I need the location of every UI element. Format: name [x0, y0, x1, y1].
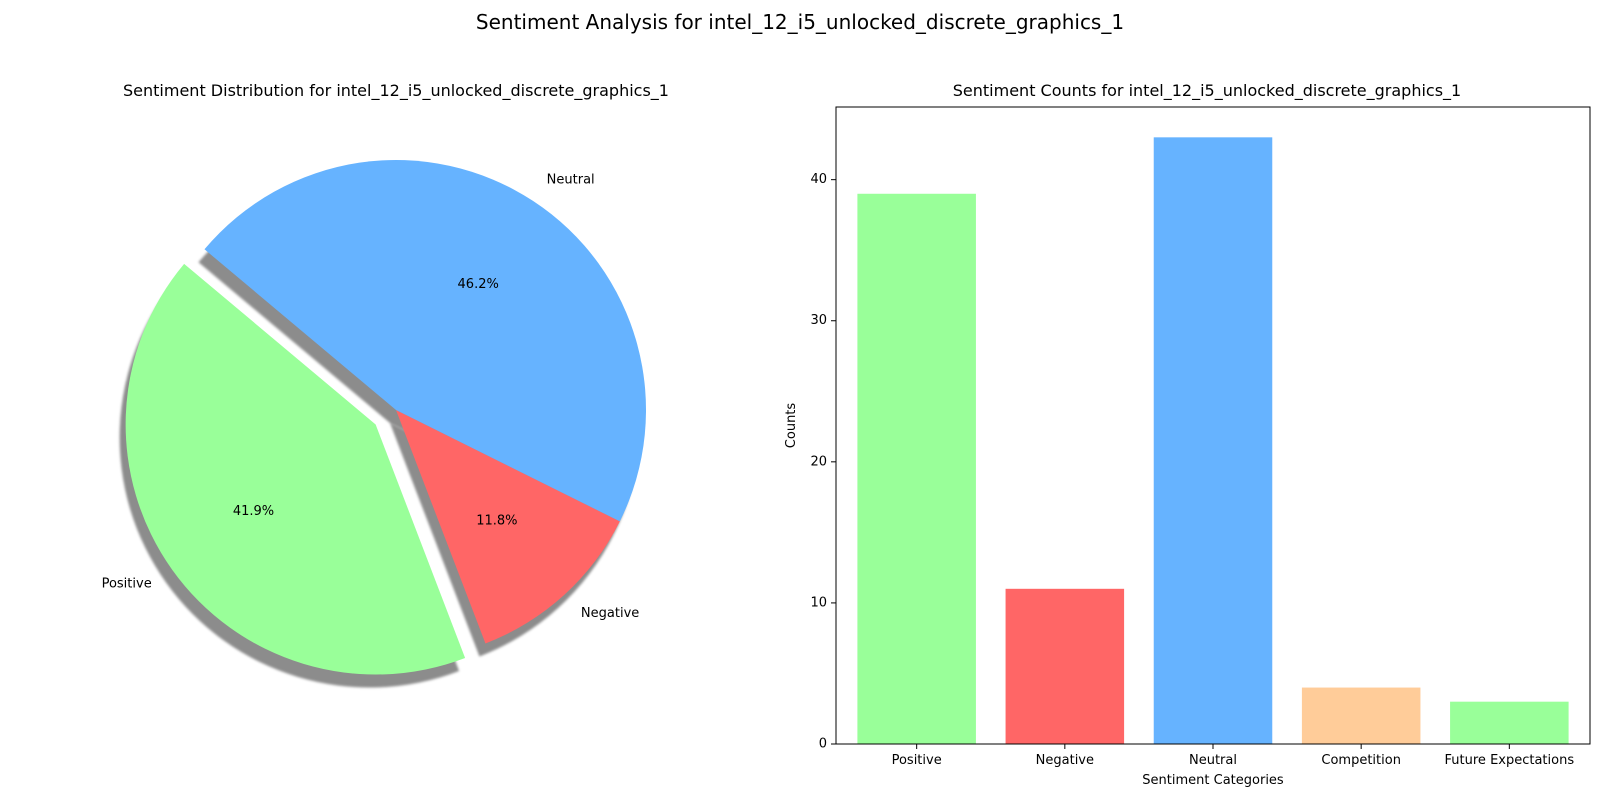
pie-label-positive: Positive [102, 577, 152, 592]
bar-neutral [1153, 137, 1273, 745]
bar-competition [1301, 687, 1421, 744]
bar-positive [857, 193, 976, 744]
y-tick-label-30: 30 [810, 313, 827, 328]
x-axis-label: Sentiment Categories [1142, 773, 1284, 788]
x-tick-label-negative: Negative [1036, 753, 1094, 768]
pie-slice-neutral [204, 159, 647, 522]
x-axis: Positive Negative Neutral Competition Future… [892, 744, 1575, 768]
bar-chart-title: Sentiment Counts for intel_12_i5_unlocke… [953, 81, 1461, 101]
pie-label-neutral: Neutral [547, 172, 595, 187]
pie-labels: Positive 41.9% Negative 11.8% Neutral 46.2% [102, 172, 640, 621]
pie-percent-neutral: 46.2% [458, 277, 499, 292]
bar-chart: Sentiment Counts for intel_12_i5_unlocke… [784, 81, 1591, 788]
y-tick-label-10: 10 [810, 595, 827, 610]
figure-title: Sentiment Analysis for intel_12_i5_unloc… [475, 10, 1125, 34]
y-tick-label-20: 20 [810, 454, 827, 469]
pie-percent-positive: 41.9% [233, 504, 274, 519]
bar-future-expectations [1450, 701, 1569, 744]
pie-label-negative: Negative [581, 606, 639, 621]
y-axis: 0 10 20 30 40 [810, 172, 836, 752]
pie-chart-title: Sentiment Distribution for intel_12_i5_u… [123, 81, 669, 101]
pie-percent-negative: 11.8% [476, 514, 517, 529]
pie-slice-negative [396, 410, 620, 644]
x-tick-label-neutral: Neutral [1189, 753, 1237, 768]
pie-chart: Sentiment Distribution for intel_12_i5_u… [102, 81, 669, 688]
x-tick-label-future-expectations: Future Expectations [1445, 753, 1575, 768]
bar-negative [1005, 588, 1125, 744]
pie-slice-positive [125, 263, 466, 675]
y-tick-label-40: 40 [810, 172, 827, 187]
y-tick-label-0: 0 [819, 737, 827, 752]
y-axis-label: Counts [784, 403, 799, 449]
pie-slices [125, 159, 647, 675]
x-tick-label-competition: Competition [1321, 753, 1401, 768]
bar-series [857, 137, 1569, 745]
x-tick-label-positive: Positive [892, 753, 942, 768]
